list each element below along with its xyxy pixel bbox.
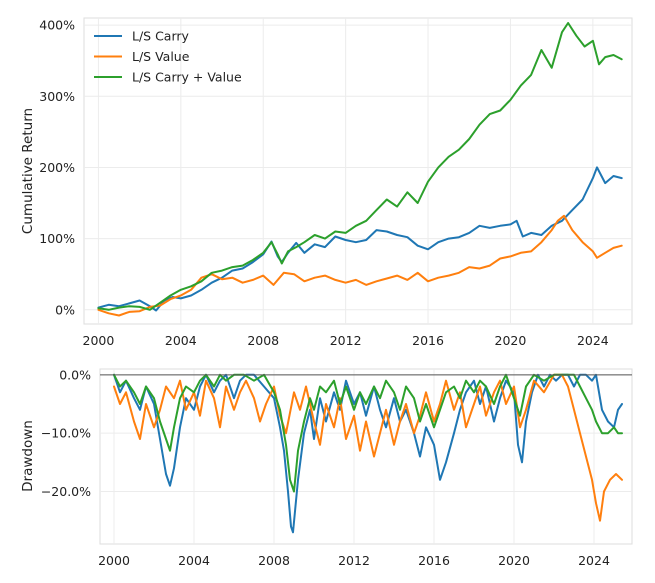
top-grid <box>84 18 632 324</box>
top-x-tick-label: 2024 <box>577 333 609 348</box>
bottom-series-line-1 <box>113 373 623 522</box>
top-series-line-1 <box>97 214 623 317</box>
bottom-series-line-2 <box>113 373 623 493</box>
drawdown-chart: 0.0% −10.0% −20.0% 2000 2004 2008 2012 2016 202… <box>20 367 633 568</box>
bottom-y-axis-label: Drawdown <box>20 420 36 492</box>
top-y-tick-label: 200% <box>39 160 75 175</box>
top-series-group <box>97 22 623 317</box>
bottom-x-tick-labels: 2000 2004 2008 2012 2016 2020 2024 <box>98 553 610 568</box>
bottom-y-tick-label: −20.0% <box>41 484 91 499</box>
top-x-tick-labels: 2000 2004 2008 2012 2016 2020 2024 <box>83 333 609 348</box>
bottom-y-tick-label: −10.0% <box>41 426 91 441</box>
bottom-plot-area <box>99 368 633 545</box>
legend-label-0: L/S Carry <box>132 29 190 44</box>
top-x-tick-label: 2008 <box>247 333 279 348</box>
bottom-x-tick-label: 2008 <box>258 553 290 568</box>
bottom-x-tick-label: 2000 <box>98 553 130 568</box>
top-y-tick-label: 0% <box>55 302 75 317</box>
top-y-tick-label: 300% <box>39 89 75 104</box>
top-x-tick-label: 2016 <box>412 333 444 348</box>
bottom-series-group <box>113 373 623 534</box>
top-x-tick-label: 2020 <box>495 333 527 348</box>
bottom-series-line-0 <box>113 373 623 534</box>
bottom-y-tick-label: 0.0% <box>59 367 91 382</box>
bottom-x-tick-label: 2016 <box>418 553 450 568</box>
top-series-line-0 <box>97 166 623 312</box>
top-plot-area <box>83 17 633 325</box>
top-y-tick-label: 100% <box>39 231 75 246</box>
bottom-y-tick-labels: 0.0% −10.0% −20.0% <box>41 367 91 499</box>
top-series-line-2 <box>97 22 623 311</box>
top-x-tick-label: 2012 <box>330 333 362 348</box>
bottom-x-tick-label: 2020 <box>498 553 530 568</box>
top-x-tick-label: 2000 <box>83 333 115 348</box>
bottom-x-tick-label: 2004 <box>178 553 210 568</box>
bottom-x-tick-label: 2024 <box>578 553 610 568</box>
cumulative-return-chart: 0%100%200%300%400% 2000 2004 2008 2012 2016 2… <box>20 17 633 348</box>
top-y-tick-labels: 0% 100% 200% 300% 400% <box>39 18 75 318</box>
legend-label-2: L/S Carry + Value <box>132 70 242 85</box>
top-y-axis-label: Cumulative Return <box>20 108 36 234</box>
legend: L/S Carry L/S Value L/S Carry + Value <box>94 29 242 85</box>
top-y-tick-label: 400% <box>39 18 75 33</box>
bottom-x-tick-label: 2012 <box>338 553 370 568</box>
legend-label-1: L/S Value <box>132 49 190 64</box>
top-x-tick-label: 2004 <box>165 333 197 348</box>
